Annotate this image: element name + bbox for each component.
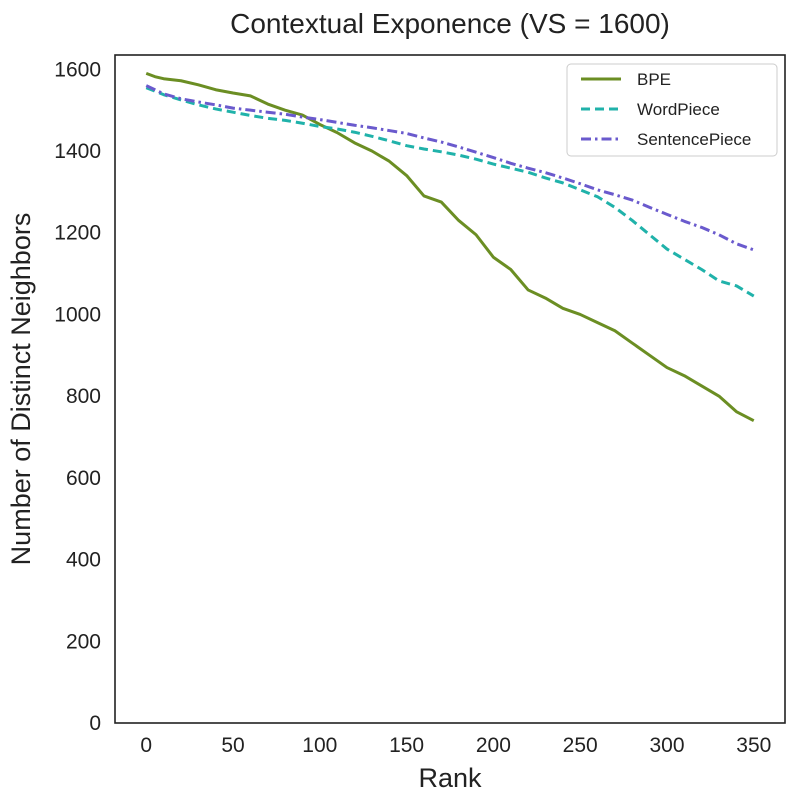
legend-label-wordpiece: WordPiece (637, 100, 720, 119)
y-tick-label: 1000 (54, 303, 101, 326)
y-tick-label: 0 (89, 712, 101, 735)
y-tick-label: 200 (66, 630, 101, 653)
y-tick-label: 600 (66, 467, 101, 490)
x-tick-label: 50 (221, 734, 244, 757)
x-tick-label: 100 (302, 734, 337, 757)
y-axis-title: Number of Distinct Neighbors (6, 213, 36, 566)
series-layer (145, 71, 755, 422)
legend-label-sentencepiece: SentencePiece (637, 130, 751, 149)
plot-frame (114, 54, 786, 724)
legend-box (566, 63, 778, 157)
y-tick-label: 800 (66, 385, 101, 408)
x-tick-label: 0 (140, 734, 152, 757)
y-tick-label: 400 (66, 549, 101, 572)
x-tick-label: 300 (649, 734, 684, 757)
x-tick-label: 350 (736, 734, 771, 757)
series-line-wordpiece (145, 86, 755, 298)
y-tick-label: 1200 (54, 222, 101, 245)
chart-title: Contextual Exponence (VS = 1600) (230, 8, 670, 39)
legend-label-bpe: BPE (637, 70, 671, 89)
x-axis-ticks: 0 50 100 150 200 250 300 350 (140, 734, 771, 757)
y-axis-ticks: 0 200 400 600 800 1000 1200 1400 1600 (54, 58, 101, 735)
x-axis-title: Rank (418, 763, 482, 793)
x-tick-label: 250 (563, 734, 598, 757)
legend: BPE WordPiece SentencePiece (566, 63, 778, 157)
x-tick-label: 200 (476, 734, 511, 757)
legend-entries: BPE WordPiece SentencePiece (581, 70, 751, 149)
x-tick-label: 150 (389, 734, 424, 757)
y-tick-label: 1400 (54, 140, 101, 163)
y-tick-label: 1600 (54, 58, 101, 81)
series-line-sentencepiece (145, 84, 755, 252)
series-line-bpe (145, 71, 755, 422)
